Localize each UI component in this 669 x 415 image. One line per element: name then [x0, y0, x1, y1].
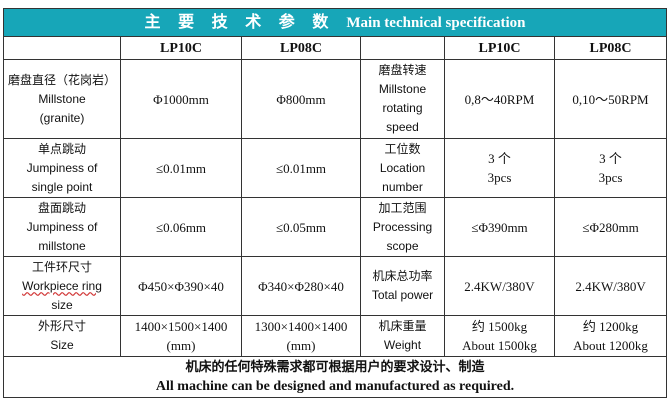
value-line: 3pcs: [598, 170, 623, 185]
label-english: speed: [386, 120, 419, 134]
value-line: 约 1500kg: [471, 319, 528, 334]
footer-chinese: 机床的任何特殊需求都可根据用户的要求设计、制造: [185, 360, 485, 375]
label-english: Total power: [371, 288, 434, 302]
param-value: ≤0.06mm: [120, 197, 242, 257]
footer-note: 机床的任何特殊需求都可根据用户的要求设计、制造 All machine can …: [2, 356, 668, 398]
footer-row: 机床的任何特殊需求都可根据用户的要求设计、制造 All machine can …: [2, 356, 668, 398]
label-chinese: 磨盘转速: [378, 63, 427, 77]
table-row: 外形尺寸 Size 1400×1500×1400 (mm) 1300×1400×…: [3, 315, 668, 357]
label-english: (granite): [39, 110, 85, 125]
param-label: 盘面跳动 Jumpiness of millstone: [3, 197, 121, 257]
title-banner: 主 要 技 术 参 数 Main technical specification: [2, 8, 668, 37]
header-model-right-a: LP10C: [444, 36, 555, 60]
label-chinese: 磨盘直径（花岗岩）: [7, 72, 116, 87]
param-label: 单点跳动 Jumpiness of single point: [3, 138, 121, 198]
param-label: 工件环尺寸 Workpiece ring size: [3, 256, 121, 316]
param-value: 2.4KW/380V: [444, 256, 555, 316]
label-english: number: [382, 179, 423, 194]
param-value: ≤0.01mm: [120, 138, 242, 198]
param-value: 0,10～50RPM: [553, 59, 668, 139]
header-model-left-b: LP08C: [241, 36, 361, 60]
value-line: 1400×1500×1400: [134, 319, 228, 334]
value-line: 1300×1400×1400: [254, 319, 348, 334]
table-row: 单点跳动 Jumpiness of single point ≤0.01mm ≤…: [3, 138, 668, 198]
param-value: 3 个 3pcs: [444, 138, 555, 198]
label-chinese: 单点跳动: [37, 141, 86, 156]
spec-sheet: 主 要 技 术 参 数 Main technical specification…: [2, 8, 668, 410]
label-chinese: 外形尺寸: [37, 319, 86, 333]
table-row: 磨盘直径（花岗岩） Millstone (granite) Φ1000mm Φ8…: [3, 59, 668, 139]
value-line: About 1200kg: [573, 338, 648, 353]
param-value: 约 1500kg About 1500kg: [444, 315, 555, 357]
param-value: 2.4KW/380V: [553, 256, 668, 316]
value-line: (mm): [286, 338, 316, 353]
title-english: Main technical specification: [346, 15, 526, 31]
value-line: 3pcs: [487, 170, 512, 185]
param-value: ≤0.05mm: [241, 197, 361, 257]
value-line: 约 1200kg: [582, 319, 639, 334]
param-label: 加工范围 Processing scope: [360, 197, 445, 257]
table-row: 工件环尺寸 Workpiece ring size Φ450×Φ390×40 Φ…: [3, 256, 668, 316]
label-chinese: 工位数: [384, 141, 421, 156]
param-value: ≤Φ390mm: [444, 197, 555, 257]
title-chinese: 主 要 技 术 参 数: [144, 12, 335, 31]
param-value: Φ450×Φ390×40: [120, 256, 242, 316]
value-line: 3 个: [599, 151, 622, 166]
label-chinese: 机床总功率: [372, 269, 433, 283]
label-chinese: 盘面跳动: [37, 200, 86, 215]
param-label: 机床重量 Weight: [360, 315, 445, 357]
param-label: 外形尺寸 Size: [3, 315, 121, 357]
param-value: ≤0.01mm: [241, 138, 361, 198]
label-english: Millstone: [38, 91, 86, 106]
param-label: 磨盘转速 Millstone rotating speed: [360, 59, 445, 139]
value-line: About 1500kg: [462, 338, 537, 353]
label-english: Jumpiness of: [26, 160, 98, 175]
param-value: ≤Φ280mm: [553, 197, 668, 257]
label-chinese: 加工范围: [378, 200, 427, 215]
label-english: Processing: [372, 219, 433, 234]
label-english: Location: [379, 160, 426, 175]
spec-table: 主 要 技 术 参 数 Main technical specification…: [2, 8, 668, 398]
label-english: rotating: [382, 101, 423, 115]
label-chinese: 机床重量: [378, 319, 427, 333]
param-value: 1400×1500×1400 (mm): [120, 315, 242, 357]
label-english: Jumpiness of: [26, 219, 98, 234]
param-value: 0,8～40RPM: [444, 59, 555, 139]
label-english: single point: [31, 179, 93, 194]
label-english: Workpiece ring: [22, 278, 102, 293]
value-line: (mm): [166, 338, 196, 353]
label-chinese: 工件环尺寸: [31, 259, 92, 274]
table-row: 盘面跳动 Jumpiness of millstone ≤0.06mm ≤0.0…: [3, 197, 668, 257]
param-value: 1300×1400×1400 (mm): [241, 315, 361, 357]
label-english: size: [51, 297, 73, 312]
header-model-left-a: LP10C: [120, 36, 242, 60]
param-value: Φ800mm: [241, 59, 361, 139]
header-blank-left: [3, 36, 121, 60]
header-model-right-b: LP08C: [553, 36, 668, 60]
param-value: Φ1000mm: [120, 59, 242, 139]
label-english: scope: [386, 238, 419, 253]
title-row: 主 要 技 术 参 数 Main technical specification: [2, 8, 668, 37]
label-english: Millstone: [378, 82, 427, 96]
value-line: 3 个: [488, 151, 511, 166]
param-label: 工位数 Location number: [360, 138, 445, 198]
header-blank-right: [360, 36, 445, 60]
param-value: 约 1200kg About 1200kg: [553, 315, 668, 357]
param-label: 磨盘直径（花岗岩） Millstone (granite): [3, 59, 121, 139]
label-english: Weight: [383, 338, 422, 352]
param-label: 机床总功率 Total power: [360, 256, 445, 316]
param-value: Φ340×Φ280×40: [241, 256, 361, 316]
label-english: Size: [50, 338, 74, 352]
param-value: 3 个 3pcs: [553, 138, 668, 198]
header-row: LP10C LP08C LP10C LP08C: [3, 36, 668, 60]
footer-english: All machine can be designed and manufact…: [155, 379, 515, 394]
label-english: millstone: [38, 238, 86, 253]
